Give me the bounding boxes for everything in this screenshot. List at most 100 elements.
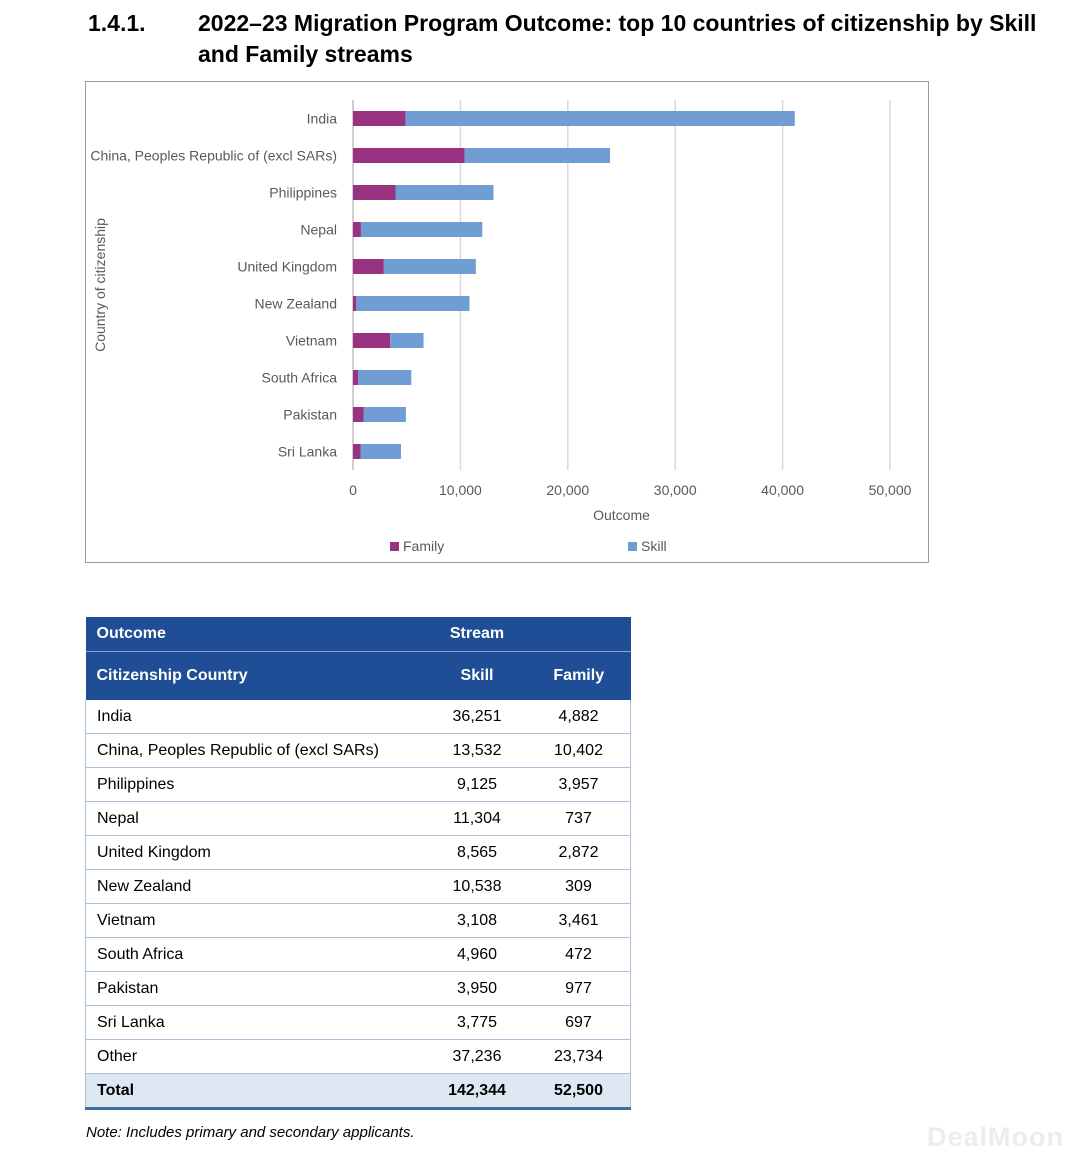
table-row: Pakistan 3,950 977 [85, 971, 631, 1006]
country-cell: Nepal [85, 801, 427, 836]
skill-cell: 3,950 [427, 971, 527, 1006]
skill-cell: 8,565 [427, 835, 527, 870]
family-bar [353, 148, 465, 163]
family-cell: 2,872 [527, 835, 631, 870]
family-bar [353, 259, 384, 274]
family-cell: 3,461 [527, 903, 631, 938]
family-bar [353, 333, 391, 348]
table-row: New Zealand 10,538 309 [85, 869, 631, 904]
family-bar [353, 407, 364, 422]
category-label: China, Peoples Republic of (excl SARs) [90, 148, 337, 164]
legend-swatch [628, 542, 637, 551]
table-row: Philippines 9,125 3,957 [85, 767, 631, 802]
section-number: 1.4.1. [88, 10, 146, 36]
family-cell: 309 [527, 869, 631, 904]
family-cell: 977 [527, 971, 631, 1006]
family-cell: 4,882 [527, 700, 631, 734]
x-tick-label: 10,000 [439, 482, 482, 498]
table-note: Note: Includes primary and secondary app… [86, 1124, 415, 1141]
table-row: South Africa 4,960 472 [85, 937, 631, 972]
country-cell: United Kingdom [85, 835, 427, 870]
category-label: Sri Lanka [278, 444, 337, 460]
x-tick-label: 50,000 [869, 482, 912, 498]
header-cell: Stream [427, 617, 527, 652]
header-cell: Outcome [85, 617, 427, 652]
header-cell [527, 617, 631, 652]
country-cell: China, Peoples Republic of (excl SARs) [85, 733, 427, 768]
category-label: India [307, 111, 338, 127]
skill-cell: 10,538 [427, 869, 527, 904]
header-cell: Skill [427, 651, 527, 700]
country-cell: Vietnam [85, 903, 427, 938]
category-label: New Zealand [255, 296, 338, 312]
family-bar [353, 444, 361, 459]
skill-cell: 36,251 [427, 700, 527, 734]
table-total-row: Total 142,344 52,500 [85, 1073, 631, 1110]
skill-bar [464, 148, 611, 163]
skill-cell: 3,108 [427, 903, 527, 938]
skill-bar [390, 333, 424, 348]
table-row: Nepal 11,304 737 [85, 801, 631, 836]
country-cell: Sri Lanka [85, 1005, 427, 1040]
total-cell: Total [85, 1073, 427, 1110]
table-row: United Kingdom 8,565 2,872 [85, 835, 631, 870]
x-axis-title: Outcome [593, 507, 650, 523]
category-label: Nepal [300, 222, 337, 238]
header-cell: Family [527, 651, 631, 700]
watermark-logo: DealMoon [926, 1122, 1064, 1152]
table-header-row: Citizenship Country Skill Family [85, 651, 631, 700]
family-cell: 10,402 [527, 733, 631, 768]
skill-bar [360, 444, 402, 459]
skill-bar [395, 185, 494, 200]
category-label: Pakistan [283, 407, 337, 423]
table-row: China, Peoples Republic of (excl SARs) 13… [85, 733, 631, 768]
country-cell: India [85, 700, 427, 734]
country-cell: Other [85, 1039, 427, 1074]
x-tick-label: 0 [349, 482, 357, 498]
skill-cell: 13,532 [427, 733, 527, 768]
family-cell: 3,957 [527, 767, 631, 802]
skill-cell: 3,775 [427, 1005, 527, 1040]
category-label: United Kingdom [237, 259, 337, 275]
skill-bar [358, 370, 412, 385]
family-bar [353, 370, 359, 385]
category-label: South Africa [262, 370, 338, 386]
legend-label: Family [403, 538, 444, 554]
category-label: Philippines [269, 185, 337, 201]
skill-bar [405, 111, 795, 126]
skill-cell: 9,125 [427, 767, 527, 802]
family-cell: 472 [527, 937, 631, 972]
country-cell: South Africa [85, 937, 427, 972]
skill-cell: 37,236 [427, 1039, 527, 1074]
country-cell: New Zealand [85, 869, 427, 904]
y-axis-title: Country of citizenship [92, 218, 108, 352]
family-cell: 697 [527, 1005, 631, 1040]
skill-cell: 11,304 [427, 801, 527, 836]
legend-label: Skill [641, 538, 667, 554]
family-bar [353, 111, 406, 126]
category-label: Vietnam [286, 333, 337, 349]
bar-chart: 0 10,000 20,000 30,000 40,000 50,000 India Chin… [85, 81, 929, 563]
table-row: India 36,251 4,882 [85, 700, 631, 734]
legend-swatch [390, 542, 399, 551]
table-row: Sri Lanka 3,775 697 [85, 1005, 631, 1040]
skill-bar [383, 259, 476, 274]
skill-bar [360, 222, 483, 237]
family-bar [353, 185, 396, 200]
header-cell: Citizenship Country [85, 651, 427, 700]
x-tick-label: 30,000 [654, 482, 697, 498]
family-cell: 737 [527, 801, 631, 836]
skill-cell: 4,960 [427, 937, 527, 972]
section-title: 2022–23 Migration Program Outcome: top 1… [198, 10, 1037, 67]
family-bar [353, 222, 361, 237]
x-tick-label: 20,000 [546, 482, 589, 498]
family-bar [353, 296, 357, 311]
country-cell: Pakistan [85, 971, 427, 1006]
family-cell: 23,734 [527, 1039, 631, 1074]
x-tick-label: 40,000 [761, 482, 804, 498]
skill-bar [356, 296, 470, 311]
total-cell: 52,500 [527, 1073, 631, 1110]
table-header-row: Outcome Stream [85, 617, 631, 652]
total-cell: 142,344 [427, 1073, 527, 1110]
skill-bar [363, 407, 406, 422]
